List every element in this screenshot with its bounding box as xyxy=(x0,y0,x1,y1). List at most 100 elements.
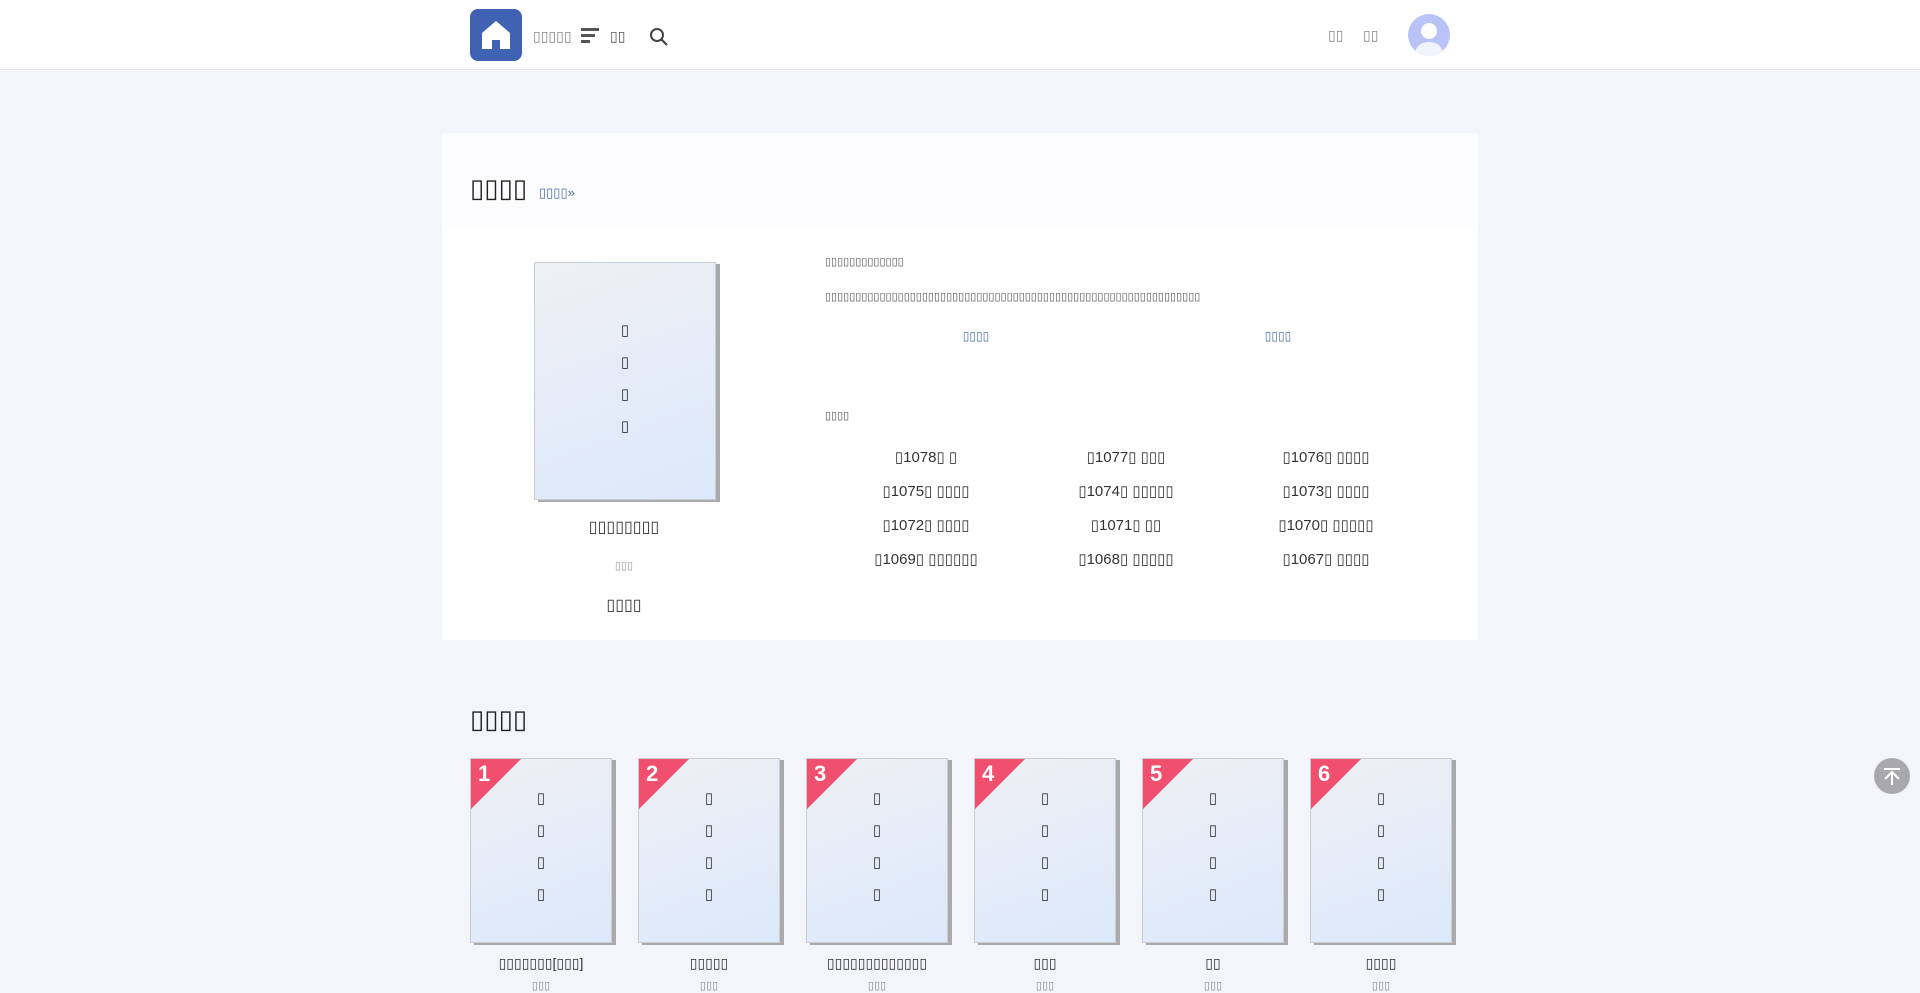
book-cover[interactable]: 2 ▯ ▯ ▯ ▯ xyxy=(638,758,780,943)
cover-char: ▯ xyxy=(1208,822,1218,839)
cover-char: ▯ xyxy=(536,854,546,871)
chapters-label: ▯▯▯▯ xyxy=(825,410,850,422)
chapter-link[interactable]: ▯1074▯ ▯▯▯▯▯ xyxy=(1078,483,1174,500)
read-button[interactable]: ▯▯▯▯ xyxy=(962,329,990,343)
book-author: ▯▯▯ xyxy=(1203,980,1223,992)
user-icon xyxy=(1414,23,1444,56)
chapter-link[interactable]: ▯1078▯ ▯ xyxy=(894,449,958,466)
section-title: ▯▯▯▯ xyxy=(470,173,528,203)
bookshelf-button[interactable]: ▯▯▯▯ xyxy=(1264,329,1292,343)
site-name[interactable]: ▯▯▯▯▯ xyxy=(533,28,572,44)
rank-badge: 3 xyxy=(807,759,857,809)
cover-char: ▯ xyxy=(620,322,630,339)
cover-char: ▯ xyxy=(620,418,630,435)
book-title[interactable]: ▯▯▯▯▯▯▯[▯▯▯] xyxy=(498,955,584,971)
cover-char: ▯ xyxy=(872,854,882,871)
chapter-link[interactable]: ▯1077▯ ▯▯▯ xyxy=(1086,449,1166,466)
book-title[interactable]: ▯▯▯▯ xyxy=(1365,955,1397,971)
cover-char: ▯ xyxy=(704,790,714,807)
book-author: ▯▯▯ xyxy=(531,980,551,992)
cover-char: ▯ xyxy=(1208,790,1218,807)
cover-char: ▯ xyxy=(1040,886,1050,903)
chapter-link[interactable]: ▯1070▯ ▯▯▯▯▯ xyxy=(1278,517,1374,534)
rank-number: 2 xyxy=(646,761,659,786)
chapter-link[interactable]: ▯1071▯ ▯▯ xyxy=(1090,517,1162,534)
rank-number: 6 xyxy=(1318,761,1331,786)
intro-line-2: ▯▯▯▯▯▯▯▯▯▯▯▯▯▯▯▯▯▯▯▯▯▯▯▯▯▯▯▯▯▯▯▯▯▯▯▯▯▯▯▯… xyxy=(825,291,1201,303)
chapter-link[interactable]: ▯1068▯ ▯▯▯▯▯ xyxy=(1078,551,1174,568)
rank-number: 1 xyxy=(478,761,491,786)
book-cover[interactable]: 6 ▯ ▯ ▯ ▯ xyxy=(1310,758,1452,943)
cover-char: ▯ xyxy=(704,822,714,839)
cover-char: ▯ xyxy=(704,854,714,871)
book-cover[interactable]: 4 ▯ ▯ ▯ ▯ xyxy=(974,758,1116,943)
book-title[interactable]: ▯▯ xyxy=(1205,955,1221,971)
book-cover[interactable]: 1 ▯ ▯ ▯ ▯ xyxy=(470,758,612,943)
book-cover[interactable]: 3 ▯ ▯ ▯ ▯ xyxy=(806,758,948,943)
cover-char: ▯ xyxy=(872,886,882,903)
cover-char: ▯ xyxy=(1376,790,1386,807)
rank-badge: 6 xyxy=(1311,759,1361,809)
arrow-up-icon xyxy=(1884,768,1900,785)
book-author: ▯▯▯ xyxy=(1371,980,1391,992)
cover-char: ▯ xyxy=(536,886,546,903)
chapter-link[interactable]: ▯1073▯ ▯▯▯▯ xyxy=(1282,483,1370,500)
book-title[interactable]: ▯▯▯▯▯▯▯▯▯▯▯▯▯ xyxy=(826,955,928,971)
rank-number: 5 xyxy=(1150,761,1163,786)
rank-number: 3 xyxy=(814,761,827,786)
book-author: ▯▯▯ xyxy=(867,980,887,992)
ranking-item[interactable]: 1 ▯ ▯ ▯ ▯ ▯▯▯▯▯▯▯[▯▯▯] ▯▯▯ xyxy=(470,758,616,992)
ranking-item[interactable]: 5 ▯ ▯ ▯ ▯ ▯▯ ▯▯▯ xyxy=(1142,758,1288,992)
rank-badge: 5 xyxy=(1143,759,1193,809)
login-link[interactable]: ▯▯ xyxy=(1328,27,1344,43)
home-logo[interactable] xyxy=(470,9,522,61)
back-to-top-button[interactable] xyxy=(1874,758,1910,794)
book-author: ▯▯▯ xyxy=(1035,980,1055,992)
ranking-item[interactable]: 6 ▯ ▯ ▯ ▯ ▯▯▯▯ ▯▯▯ xyxy=(1310,758,1456,992)
nav-menu-label[interactable]: ▯▯ xyxy=(610,28,626,44)
cover-char: ▯ xyxy=(536,822,546,839)
chapter-link[interactable]: ▯1069▯ ▯▯▯▯▯▯ xyxy=(874,551,978,568)
book-title[interactable]: ▯▯▯ xyxy=(1033,955,1057,971)
intro-line-1: ▯▯▯▯▯▯▯▯▯▯▯▯▯ xyxy=(825,256,904,268)
more-link[interactable]: ▯▯▯▯» xyxy=(539,185,575,200)
rank-badge: 4 xyxy=(975,759,1025,809)
book-name[interactable]: ▯▯▯▯▯▯▯▯ xyxy=(588,519,660,536)
cover-char: ▯ xyxy=(1040,822,1050,839)
rank-number: 4 xyxy=(982,761,995,786)
menu-icon[interactable] xyxy=(581,28,599,44)
cover-char: ▯ xyxy=(1376,822,1386,839)
cover-char: ▯ xyxy=(1376,886,1386,903)
ranking-item[interactable]: 3 ▯ ▯ ▯ ▯ ▯▯▯▯▯▯▯▯▯▯▯▯▯ ▯▯▯ xyxy=(806,758,952,992)
top-header: ▯▯▯▯▯ ▯▯ ▯▯ ▯▯ xyxy=(0,0,1920,70)
rank-badge: 1 xyxy=(471,759,521,809)
book-title[interactable]: ▯▯▯▯▯ xyxy=(689,955,729,971)
cover-char: ▯ xyxy=(620,354,630,371)
cover-char: ▯ xyxy=(1040,854,1050,871)
book-status: ▯▯▯▯ xyxy=(606,597,642,614)
chapter-link[interactable]: ▯1076▯ ▯▯▯▯ xyxy=(1282,449,1370,466)
cover-char: ▯ xyxy=(872,822,882,839)
book-panel: ▯▯▯▯ ▯▯▯▯» ▯ ▯ ▯ ▯ ▯▯▯▯▯▯▯▯ ▯▯▯ ▯▯▯▯ ▯▯▯▯▯▯… xyxy=(442,133,1478,640)
search-icon[interactable] xyxy=(649,27,669,47)
cover-char: ▯ xyxy=(620,386,630,403)
chapter-link[interactable]: ▯1075▯ ▯▯▯▯ xyxy=(882,483,970,500)
cover-char: ▯ xyxy=(1208,854,1218,871)
chapter-link[interactable]: ▯1067▯ ▯▯▯▯ xyxy=(1282,551,1370,568)
book-cover[interactable]: ▯ ▯ ▯ ▯ xyxy=(534,262,716,500)
ranking-title: ▯▯▯▯ xyxy=(470,704,528,734)
cover-char: ▯ xyxy=(872,790,882,807)
cover-char: ▯ xyxy=(704,886,714,903)
ranking-item[interactable]: 4 ▯ ▯ ▯ ▯ ▯▯▯ ▯▯▯ xyxy=(974,758,1120,992)
cover-char: ▯ xyxy=(1376,854,1386,871)
ranking-item[interactable]: 2 ▯ ▯ ▯ ▯ ▯▯▯▯▯ ▯▯▯ xyxy=(638,758,784,992)
cover-char: ▯ xyxy=(1040,790,1050,807)
cover-char: ▯ xyxy=(536,790,546,807)
book-author: ▯▯▯ xyxy=(614,560,634,572)
book-cover[interactable]: 5 ▯ ▯ ▯ ▯ xyxy=(1142,758,1284,943)
home-icon xyxy=(482,21,510,49)
avatar[interactable] xyxy=(1408,14,1450,56)
book-author: ▯▯▯ xyxy=(699,980,719,992)
chapter-link[interactable]: ▯1072▯ ▯▯▯▯ xyxy=(882,517,970,534)
register-link[interactable]: ▯▯ xyxy=(1363,27,1379,43)
